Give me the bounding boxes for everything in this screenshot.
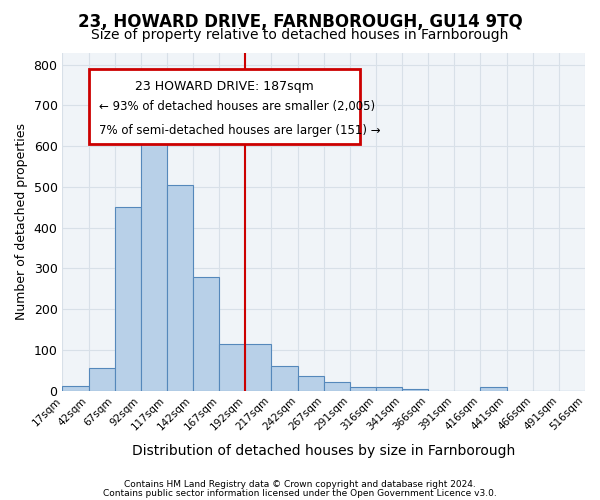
Bar (89, 368, 115, 390)
X-axis label: Distribution of detached houses by size in Farnborough: Distribution of detached houses by size … (132, 444, 515, 458)
Bar (481, 388, 506, 390)
Bar (271, 366, 298, 390)
Bar (193, 276, 219, 390)
Bar (350, 386, 376, 390)
Bar (141, 138, 167, 390)
FancyBboxPatch shape (89, 70, 360, 144)
Bar (167, 185, 193, 390)
Text: Contains HM Land Registry data © Crown copyright and database right 2024.: Contains HM Land Registry data © Crown c… (124, 480, 476, 489)
Bar (219, 344, 245, 391)
Bar (62, 386, 89, 390)
Bar (245, 344, 271, 391)
Text: 7% of semi-detached houses are larger (151) →: 7% of semi-detached houses are larger (1… (99, 124, 380, 136)
Bar (324, 382, 350, 390)
Bar (298, 376, 324, 390)
Bar (115, 208, 141, 390)
Text: 23, HOWARD DRIVE, FARNBOROUGH, GU14 9TQ: 23, HOWARD DRIVE, FARNBOROUGH, GU14 9TQ (77, 12, 523, 30)
Bar (402, 388, 428, 390)
Text: 23 HOWARD DRIVE: 187sqm: 23 HOWARD DRIVE: 187sqm (135, 80, 314, 92)
Bar (376, 386, 402, 390)
Y-axis label: Number of detached properties: Number of detached properties (15, 123, 28, 320)
Text: ← 93% of detached houses are smaller (2,005): ← 93% of detached houses are smaller (2,… (99, 100, 375, 113)
Text: Size of property relative to detached houses in Farnborough: Size of property relative to detached ho… (91, 28, 509, 42)
Text: Contains public sector information licensed under the Open Government Licence v3: Contains public sector information licen… (103, 489, 497, 498)
